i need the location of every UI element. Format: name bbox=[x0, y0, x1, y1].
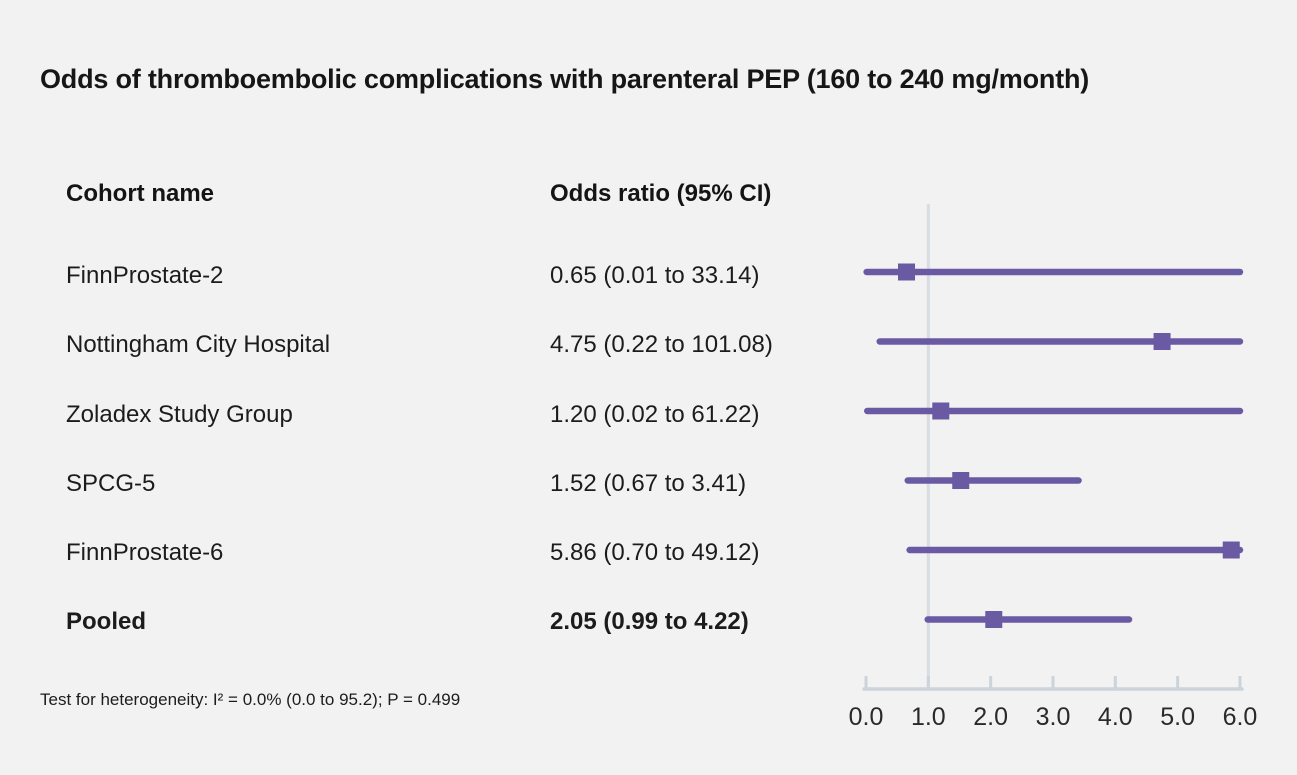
odds-ratio-column-header: Odds ratio (95% CI) bbox=[550, 180, 772, 207]
cohort-column-header: Cohort name bbox=[66, 180, 215, 207]
estimate-marker bbox=[1153, 333, 1171, 350]
x-tick-label: 0.0 bbox=[848, 703, 884, 731]
x-tick-label: 2.0 bbox=[973, 703, 1009, 731]
table-row: FinnProstate-6 5.86 (0.70 to 49.12) bbox=[0, 537, 840, 569]
cohort-name: Zoladex Study Group bbox=[66, 401, 293, 428]
x-tick-label: 6.0 bbox=[1222, 703, 1258, 731]
odds-ratio-value: 2.05 (0.99 to 4.22) bbox=[550, 608, 749, 635]
x-tick-label: 5.0 bbox=[1160, 703, 1196, 731]
cohort-name: Pooled bbox=[66, 608, 147, 635]
table-row: Nottingham City Hospital 4.75 (0.22 to 1… bbox=[0, 329, 840, 361]
pooled-estimate-marker bbox=[985, 611, 1003, 628]
cohort-name: SPCG-5 bbox=[66, 470, 156, 497]
cohort-name: Nottingham City Hospital bbox=[66, 331, 331, 358]
table-row: SPCG-5 1.52 (0.67 to 3.41) bbox=[0, 468, 840, 500]
table-row: Zoladex Study Group 1.20 (0.02 to 61.22) bbox=[0, 399, 840, 431]
estimate-marker bbox=[898, 263, 916, 281]
table-header-row: Cohort name Odds ratio (95% CI) bbox=[0, 180, 840, 210]
odds-ratio-value: 1.20 (0.02 to 61.22) bbox=[550, 401, 760, 428]
odds-ratio-value: 0.65 (0.01 to 33.14) bbox=[550, 262, 760, 289]
odds-ratio-value: 5.86 (0.70 to 49.12) bbox=[550, 539, 760, 566]
figure-title: Odds of thromboembolic complications wit… bbox=[40, 64, 1090, 94]
table-row-pooled: Pooled 2.05 (0.99 to 4.22) bbox=[0, 606, 840, 638]
odds-ratio-value: 1.52 (0.67 to 3.41) bbox=[550, 470, 747, 497]
x-tick-label: 3.0 bbox=[1035, 703, 1071, 731]
cohort-name: FinnProstate-2 bbox=[66, 262, 224, 289]
x-tick-label: 1.0 bbox=[910, 703, 946, 731]
estimate-marker bbox=[1222, 541, 1240, 559]
heterogeneity-footnote: Test for heterogeneity: I² = 0.0% (0.0 t… bbox=[40, 690, 461, 709]
estimate-marker bbox=[952, 472, 970, 489]
odds-ratio-value: 4.75 (0.22 to 101.08) bbox=[550, 331, 773, 358]
table-row: FinnProstate-2 0.65 (0.01 to 33.14) bbox=[0, 260, 840, 292]
x-tick-label: 4.0 bbox=[1097, 703, 1133, 731]
cohort-name: FinnProstate-6 bbox=[66, 539, 224, 566]
estimate-marker bbox=[932, 402, 950, 420]
